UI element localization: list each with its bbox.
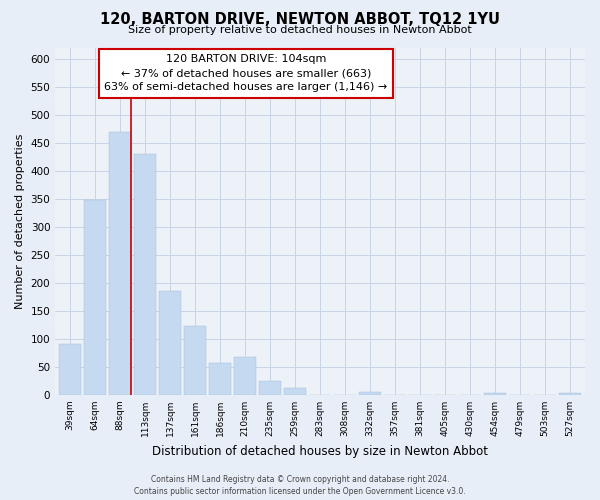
Bar [134, 154, 157, 395]
Bar [209, 363, 232, 395]
Text: Size of property relative to detached houses in Newton Abbot: Size of property relative to detached ho… [128, 25, 472, 35]
Bar [259, 382, 281, 395]
Bar [559, 393, 581, 395]
Bar [59, 344, 82, 395]
Y-axis label: Number of detached properties: Number of detached properties [15, 134, 25, 309]
Bar [484, 393, 506, 395]
Text: 120, BARTON DRIVE, NEWTON ABBOT, TQ12 1YU: 120, BARTON DRIVE, NEWTON ABBOT, TQ12 1Y… [100, 12, 500, 28]
Bar [284, 388, 307, 395]
Bar [109, 132, 131, 395]
Text: 120 BARTON DRIVE: 104sqm
← 37% of detached houses are smaller (663)
63% of semi-: 120 BARTON DRIVE: 104sqm ← 37% of detach… [104, 54, 388, 92]
Bar [159, 292, 181, 395]
X-axis label: Distribution of detached houses by size in Newton Abbot: Distribution of detached houses by size … [152, 444, 488, 458]
Bar [359, 392, 382, 395]
Bar [184, 326, 206, 395]
Bar [234, 358, 256, 395]
Text: Contains HM Land Registry data © Crown copyright and database right 2024.
Contai: Contains HM Land Registry data © Crown c… [134, 475, 466, 496]
Bar [84, 200, 106, 395]
